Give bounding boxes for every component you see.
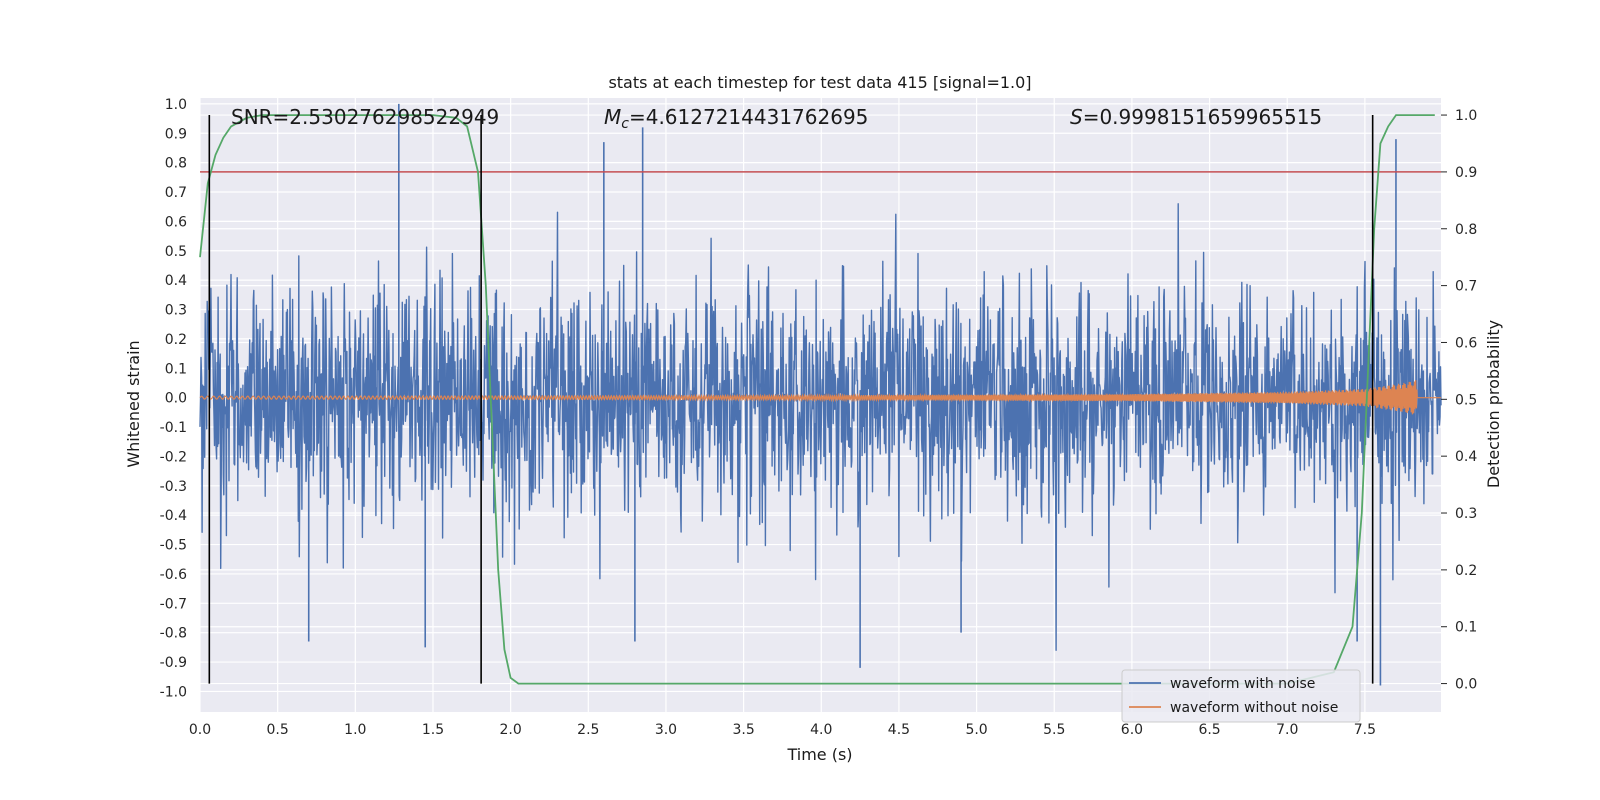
y-tick-label: 0.4: [165, 273, 187, 289]
x-tick-label: 7.0: [1276, 722, 1298, 738]
x-tick-label: 0.0: [189, 722, 211, 738]
y-axis-left: 1.0 0.9 0.8 0.7 0.6 0.5 0.4 0.3 0.2 0.1 0.0 -0.1 -0.…: [160, 97, 187, 701]
y2-tick-label: 0.0: [1455, 677, 1477, 693]
y2-tick-label: 0.7: [1455, 279, 1477, 295]
y-tick-label: -0.8: [160, 626, 187, 642]
x-tick-label: 2.5: [577, 722, 599, 738]
y-tick-label: 0.7: [165, 185, 187, 201]
y-tick-label: -1.0: [160, 684, 187, 700]
y-tick-label: 0.3: [165, 303, 187, 319]
legend-label-signal: waveform without noise: [1170, 700, 1338, 716]
y-tick-label: -0.5: [160, 538, 187, 554]
y-tick-label: 0.5: [165, 244, 187, 260]
x-tick-label: 2.0: [500, 722, 522, 738]
y-tick-label: -0.2: [160, 449, 187, 465]
y-tick-label: 0.8: [165, 156, 187, 172]
y2-axis-label: Detection probability: [1484, 320, 1503, 488]
chart-figure: 0.0 0.5 1.0 1.5 2.0 2.5 3.0 3.5 4.0 4.5 5.0 5.5 6.0 6…: [0, 0, 1600, 800]
y2-tick-label: 0.4: [1455, 449, 1477, 465]
x-tick-label: 7.5: [1354, 722, 1376, 738]
s-symbol: S: [1070, 105, 1083, 129]
s-annotation: S=0.9998151659965515: [1070, 105, 1322, 129]
y2-tick-label: 0.5: [1455, 392, 1477, 408]
x-tick-label: 3.0: [655, 722, 677, 738]
x-axis-label: Time (s): [786, 745, 852, 764]
y-tick-label: 0.6: [165, 214, 187, 230]
y-tick-label: -0.6: [160, 567, 187, 583]
y2-tick-label: 0.2: [1455, 563, 1477, 579]
y2-tick-label: 1.0: [1455, 108, 1477, 124]
y-tick-label: 0.1: [165, 361, 187, 377]
y2-tick-label: 0.1: [1455, 620, 1477, 636]
x-tick-label: 4.0: [810, 722, 832, 738]
snr-annotation: SNR=2.530276298522949: [231, 105, 499, 129]
y-tick-label: 0.0: [165, 391, 187, 407]
x-tick-label: 1.5: [422, 722, 444, 738]
x-tick-label: 0.5: [267, 722, 289, 738]
y-tick-label: -0.1: [160, 420, 187, 436]
y-tick-label: 1.0: [165, 97, 187, 113]
x-tick-label: 5.5: [1043, 722, 1065, 738]
y2-tick-label: 0.9: [1455, 165, 1477, 181]
x-tick-label: 5.0: [965, 722, 987, 738]
y2-tick-label: 0.8: [1455, 222, 1477, 238]
chirp-mass-annotation: Mc=4.6127214431762695: [604, 105, 868, 132]
y-axis-label: Whitened strain: [124, 340, 143, 467]
x-tick-label: 4.5: [888, 722, 910, 738]
y-tick-label: -0.3: [160, 479, 187, 495]
legend-label-noise: waveform with noise: [1170, 676, 1315, 692]
x-tick-label: 6.5: [1198, 722, 1220, 738]
x-axis: 0.0 0.5 1.0 1.5 2.0 2.5 3.0 3.5 4.0 4.5 5.0 5.5 6.0 6…: [189, 722, 1376, 738]
y2-tick-label: 0.3: [1455, 506, 1477, 522]
x-tick-label: 1.0: [344, 722, 366, 738]
chirp-mass-value: =4.6127214431762695: [629, 105, 868, 129]
x-tick-label: 6.0: [1121, 722, 1143, 738]
chirp-mass-symbol: M: [604, 105, 621, 129]
y-tick-label: -0.4: [160, 508, 187, 524]
y2-tick-label: 0.6: [1455, 335, 1477, 351]
x-tick-label: 3.5: [732, 722, 754, 738]
legend: waveform with noise waveform without noi…: [1122, 670, 1360, 722]
chart-title: stats at each timestep for test data 415…: [608, 73, 1031, 92]
y-tick-label: 0.9: [165, 126, 187, 142]
s-value: =0.9998151659965515: [1083, 105, 1322, 129]
y-axis-right: 1.0 0.9 0.8 0.7 0.6 0.5 0.4 0.3 0.2 0.1 0.0: [1441, 108, 1477, 693]
y-tick-label: -0.7: [160, 596, 187, 612]
y-tick-label: -0.9: [160, 655, 187, 671]
y-tick-label: 0.2: [165, 332, 187, 348]
